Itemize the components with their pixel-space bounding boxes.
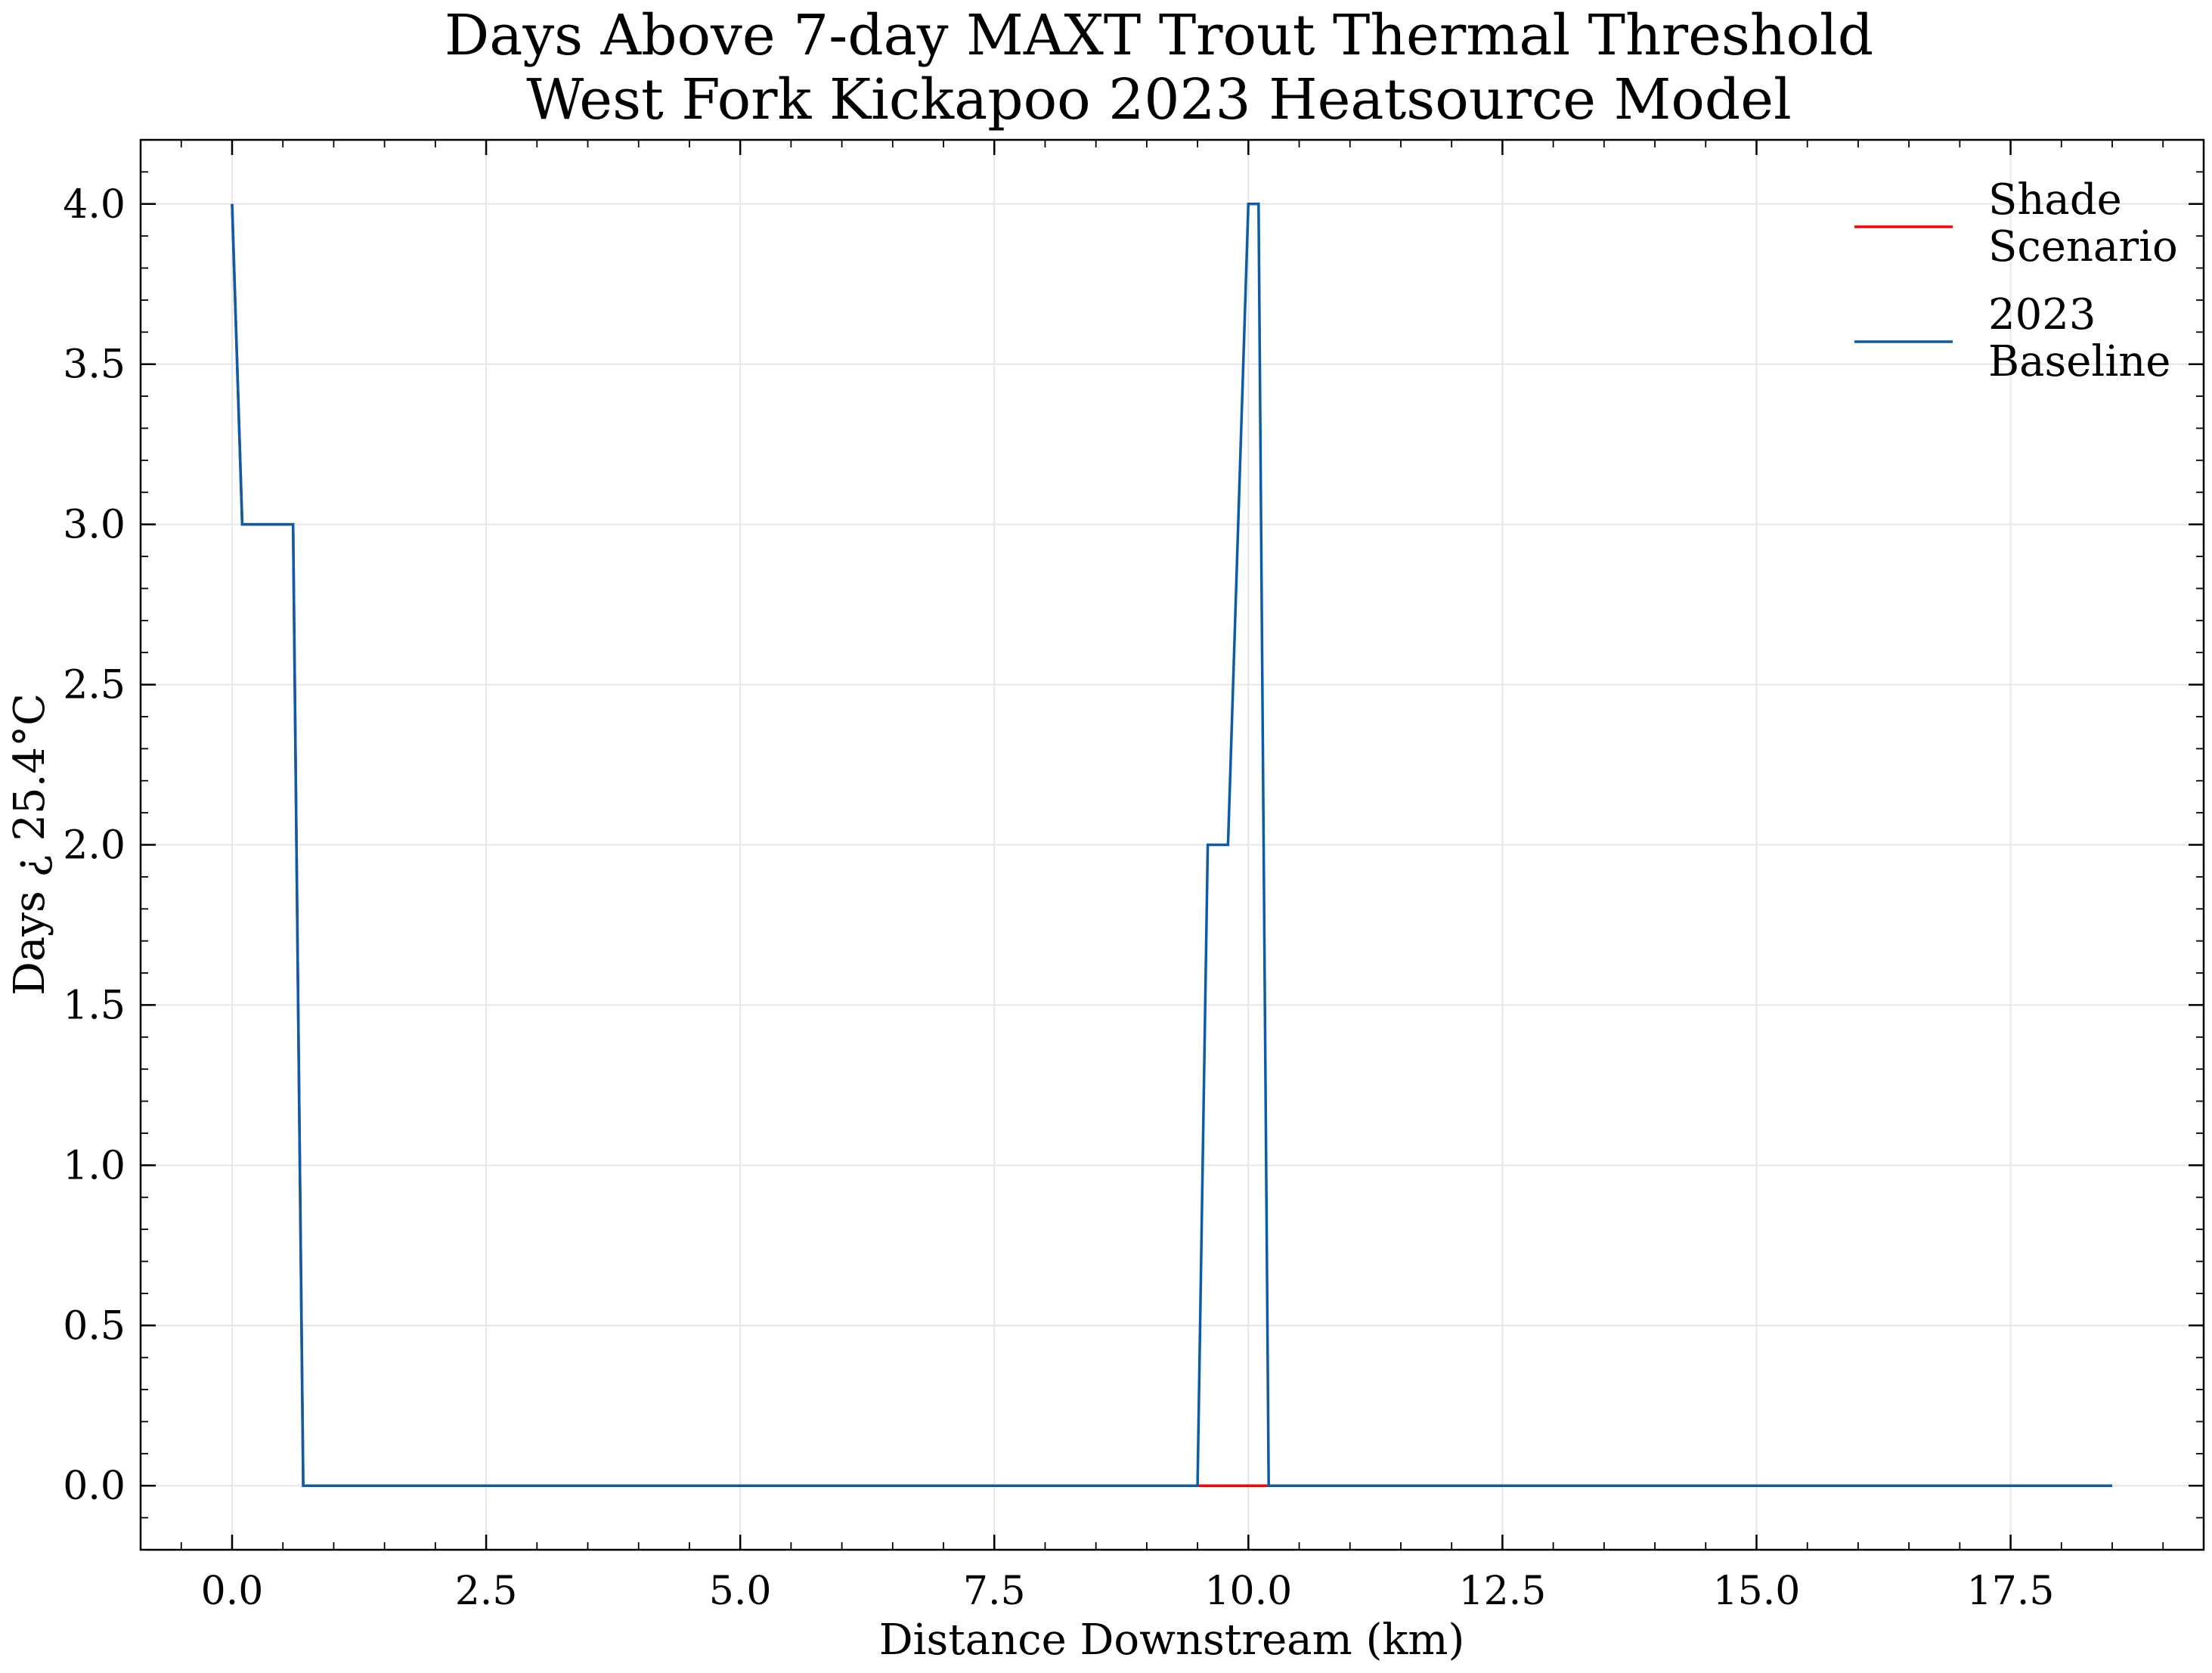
x-tick-label: 12.5: [1459, 1569, 1547, 1614]
legend-label-2023-baseline-line1: 2023: [1988, 290, 2096, 339]
x-tick-label: 7.5: [963, 1569, 1026, 1614]
x-tick-label: 15.0: [1713, 1569, 1801, 1614]
chart-subtitle: West Fork Kickapoo 2023 Heatsource Model: [526, 67, 1792, 132]
legend-label-shade-scenario-line1: Shade: [1988, 175, 2122, 225]
y-tick-label: 0.5: [63, 1303, 125, 1349]
y-tick-label: 2.0: [63, 823, 125, 869]
ticks: [141, 139, 2204, 1550]
y-tick-label: 0.0: [63, 1464, 125, 1509]
y-tick-label: 1.5: [63, 983, 125, 1028]
x-tick-label: 10.0: [1204, 1569, 1292, 1614]
series-layer: [231, 203, 2112, 1487]
legend-label-shade-scenario-line2: Scenario: [1988, 222, 2178, 271]
y-tick-label: 2.5: [63, 663, 125, 708]
legend-label-2023-baseline-line2: Baseline: [1988, 337, 2170, 386]
x-tick-label: 17.5: [1967, 1569, 2055, 1614]
x-tick-label: 2.5: [455, 1569, 518, 1614]
x-tick-label: 0.0: [201, 1569, 264, 1614]
series-line-2023-baseline: [231, 203, 2112, 1487]
y-tick-label: 3.5: [63, 342, 125, 388]
y-tick-label: 4.0: [63, 182, 125, 228]
y-tick-label: 3.0: [63, 503, 125, 548]
legend: Shade Scenario 2023 Baseline: [1854, 175, 2178, 386]
y-axis-label: Days ¿ 25.4°C: [5, 693, 54, 996]
chart-title: Days Above 7-day MAXT Trout Thermal Thre…: [445, 3, 1873, 68]
grid: [141, 140, 2204, 1550]
x-axis-label: Distance Downstream (km): [879, 1616, 1465, 1665]
y-tick-label: 1.0: [63, 1143, 125, 1188]
x-tick-label: 5.0: [709, 1569, 772, 1614]
tick-labels: 0.0 2.5 5.0 7.5 10.0 12.5 15.0 17.5 0.0 0.5 1.0 1.5…: [63, 182, 2054, 1614]
